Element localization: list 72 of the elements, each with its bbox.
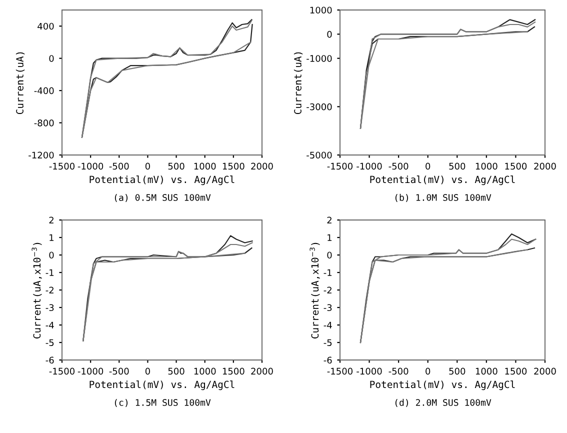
y-tick-label: -4	[324, 322, 332, 328]
x-axis-title: Potential(mV) vs. Ag/AgCl	[90, 380, 234, 390]
x-tick-label: -1500	[327, 368, 353, 375]
x-tick-label: 1500	[222, 368, 244, 375]
y-tick-label: 2	[49, 216, 54, 224]
text: (c) 1.5M SUS 100mV	[114, 398, 211, 407]
y-tick-label: -6	[46, 356, 54, 364]
y-tick-label: -5	[46, 339, 54, 346]
x-tick-label: 2000	[534, 162, 556, 170]
text: (a) 0.5M SUS 100mV	[114, 194, 211, 202]
text: (d) 2.0M SUS 100mV	[395, 398, 492, 407]
y-tick-label: -2	[324, 286, 332, 294]
x-tick-label: 2000	[251, 162, 273, 170]
y-tick-label: -4	[46, 322, 54, 328]
x-tick-label: 0	[426, 162, 430, 170]
x-tick-label: 1000	[476, 368, 498, 375]
y-tick-label: -5000	[306, 152, 332, 159]
x-tick-label: 500	[449, 162, 466, 170]
x-tick-label: 0	[426, 368, 430, 375]
x-axis-title: Potential(mV) vs. Ag/AgCl	[370, 176, 515, 186]
y-tick-label: -5	[324, 339, 332, 346]
x-tick-label: -1500	[49, 368, 75, 375]
y-tick-label: -800	[34, 120, 54, 126]
y-tick-label: -400	[34, 87, 54, 94]
x-tick-label: 1500	[505, 162, 527, 170]
y-tick-label: -1	[324, 269, 332, 276]
x-axis-title: Potential(mV) vs. Ag/AgCl	[90, 176, 234, 186]
y-tick-label: -1200	[28, 152, 54, 159]
x-tick-label: -1000	[356, 162, 382, 170]
y-axis-title: Current(uA)	[294, 52, 303, 114]
y-tick-label: 0	[49, 55, 54, 62]
y-tick-label: -3	[324, 304, 332, 312]
y-tick-label: 1	[50, 234, 54, 241]
x-tick-label: -500	[109, 162, 129, 170]
x-tick-label: -500	[388, 162, 408, 170]
y-tick-label: -1	[46, 269, 54, 276]
x-tick-label: 500	[168, 368, 184, 375]
y-tick-label: -6	[324, 356, 332, 364]
x-tick-label: 0	[145, 162, 150, 170]
y-tick-label: -3	[46, 304, 54, 312]
x-axis-title: Potential(mV) vs. Ag/AgCl	[370, 380, 515, 390]
x-tick-label: -1500	[49, 162, 75, 170]
x-tick-label: 1500	[505, 368, 527, 375]
x-tick-label: -1000	[356, 368, 382, 375]
x-tick-label: 2000	[251, 368, 273, 375]
y-tick-label: 0	[49, 252, 54, 259]
x-tick-label: 2000	[534, 368, 556, 375]
x-tick-label: 1000	[194, 162, 216, 170]
y-tick-label: 1	[328, 234, 332, 241]
y-tick-label: -1000	[306, 55, 332, 62]
y-tick-label: 400	[38, 22, 54, 30]
x-tick-label: -500	[388, 368, 408, 375]
y-tick-label: 1000	[310, 6, 332, 14]
y-axis-title: Current(uA,x10$^{−3}$)	[310, 242, 320, 338]
y-tick-label: -3000	[306, 103, 332, 110]
y-tick-label: 2	[327, 216, 332, 224]
x-tick-label: 500	[449, 368, 466, 375]
y-tick-label: 0	[327, 30, 332, 38]
y-tick-label: -2	[46, 286, 54, 294]
y-tick-label: 0	[327, 252, 332, 259]
x-tick-label: 0	[145, 368, 150, 375]
x-tick-label: 500	[168, 162, 184, 170]
y-axis-title: Current(uA,x10$^{−3}$)	[32, 242, 42, 338]
y-axis-title: Current(uA)	[16, 52, 25, 114]
x-tick-label: -1500	[327, 162, 353, 170]
x-tick-label: -500	[109, 368, 129, 375]
x-tick-label: -1000	[78, 368, 104, 375]
x-tick-label: -1000	[78, 162, 104, 170]
x-tick-label: 1500	[222, 162, 244, 170]
x-tick-label: 1000	[194, 368, 216, 375]
text: (b) 1.0M SUS 100mV	[395, 194, 492, 202]
x-tick-label: 1000	[476, 162, 498, 170]
